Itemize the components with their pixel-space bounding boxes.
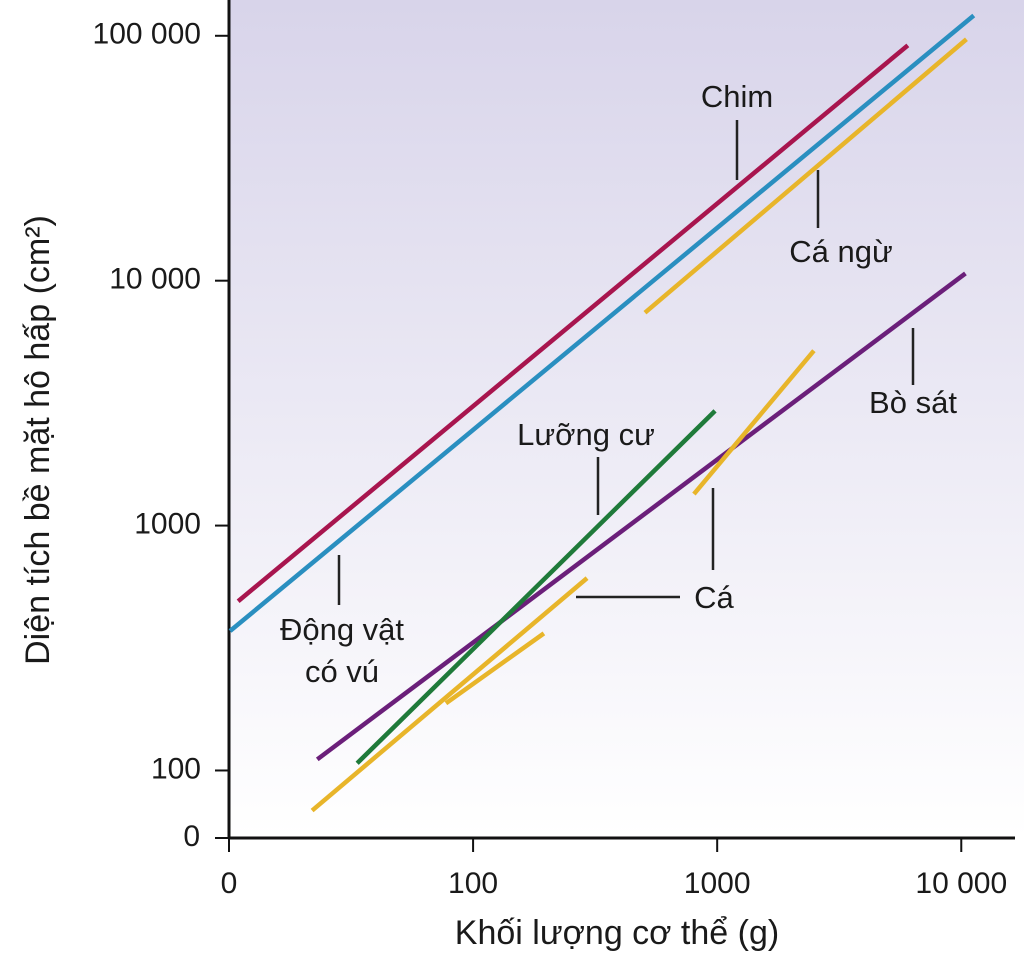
x-tick-label: 1000 — [684, 867, 751, 900]
x-tick-label: 10 000 — [915, 867, 1007, 900]
plot-area — [229, 0, 1024, 838]
series-line — [310, 576, 589, 813]
y-tick-label: 10 000 — [109, 263, 201, 296]
x-tick-label: 100 — [448, 867, 498, 900]
series-label-box: Động vật có vú — [279, 612, 405, 689]
series-label: Lưỡng cư — [517, 417, 655, 452]
y-tick-label: 100 000 — [93, 18, 201, 51]
y-tick-label: 100 — [151, 752, 201, 785]
y-origin-label: 0 — [183, 820, 200, 853]
series-line — [643, 37, 968, 315]
y-tick-label: 1000 — [134, 508, 201, 541]
series-label: Cá ngừ — [789, 234, 892, 269]
series-line — [236, 43, 910, 603]
series-label: Cá — [694, 580, 734, 615]
series-line — [692, 349, 816, 496]
series-line — [228, 13, 976, 633]
x-origin-label: 0 — [221, 867, 238, 900]
series-label: Chim — [701, 79, 773, 114]
series-line — [444, 631, 546, 706]
series-line — [355, 409, 717, 765]
y-axis-label: Diện tích bề mặt hô hấp (cm²) — [19, 215, 57, 665]
series-label: Bò sát — [869, 385, 957, 420]
series-label: Động vật có vú — [279, 612, 405, 689]
x-axis-label: Khối lượng cơ thể (g) — [455, 914, 779, 952]
series-line — [315, 271, 967, 762]
